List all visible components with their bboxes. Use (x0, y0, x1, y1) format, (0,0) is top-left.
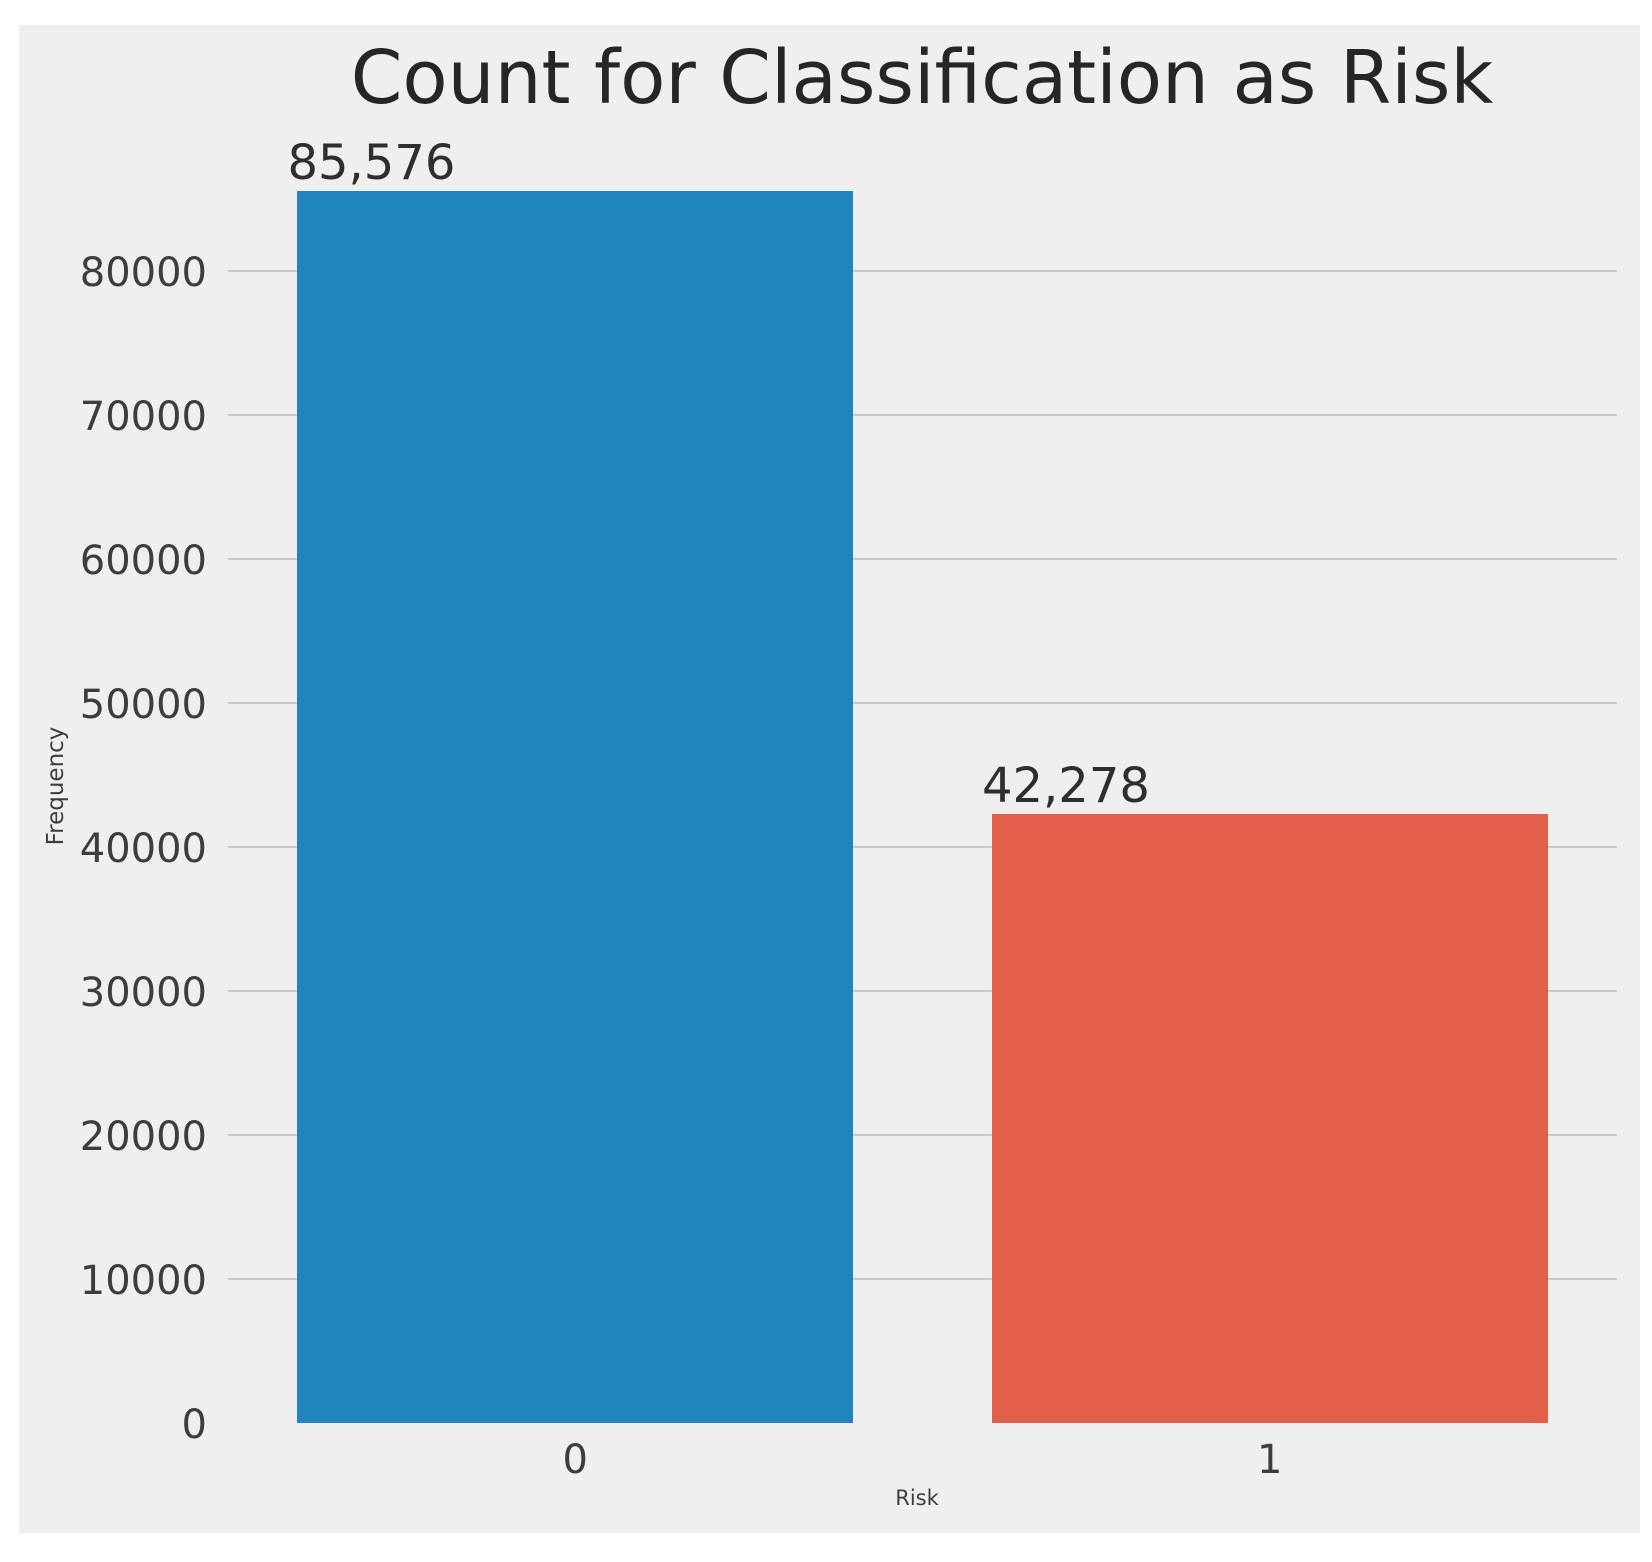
gridline (228, 414, 1617, 416)
bar-risk-1 (991, 814, 1548, 1423)
gridline (228, 558, 1617, 560)
gridline (228, 990, 1617, 992)
y-tick-label: 10000 (79, 1258, 207, 1304)
y-tick-label: 30000 (79, 970, 207, 1016)
y-tick-label: 60000 (79, 538, 207, 584)
y-tick-label: 80000 (79, 250, 207, 296)
bar-risk-0 (297, 190, 854, 1423)
y-tick-label: 20000 (79, 1114, 207, 1160)
gridline (228, 702, 1617, 704)
y-tick-label: 0 (181, 1402, 207, 1448)
gridline (228, 270, 1617, 272)
y-tick-label: 40000 (79, 826, 207, 872)
gridline (228, 1134, 1617, 1136)
bar-value-label: 42,278 (981, 758, 1150, 815)
gridline (228, 1278, 1617, 1280)
x-tick-label: 0 (562, 1437, 588, 1483)
x-tick-label: 1 (1257, 1437, 1283, 1483)
bar-value-label: 85,576 (287, 134, 456, 191)
chart-title: Count for Classification as Risk (350, 35, 1494, 121)
x-axis-label: Risk (895, 1486, 939, 1510)
y-tick-label: 50000 (79, 682, 207, 728)
gridline (228, 846, 1617, 848)
y-tick-label: 70000 (79, 394, 207, 440)
